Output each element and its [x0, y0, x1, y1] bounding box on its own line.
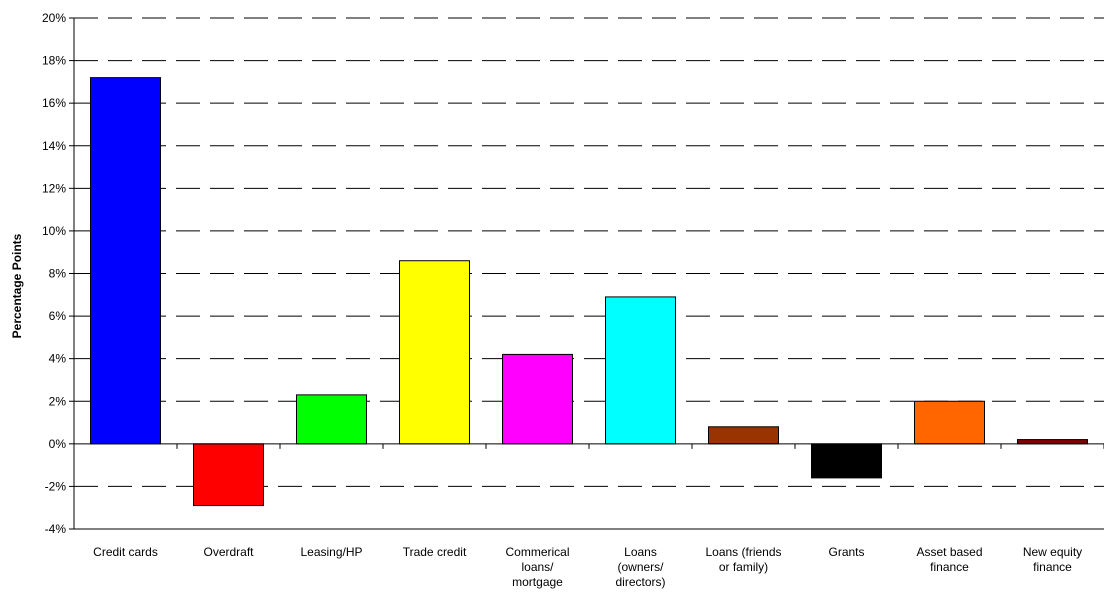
x-tick-label-line: Leasing/HP: [300, 545, 362, 559]
y-tick-label: 20%: [42, 11, 66, 25]
y-tick-label: 10%: [42, 224, 66, 238]
x-tick-label: Leasing/HP: [300, 545, 362, 559]
x-tick-label-line: Loans: [624, 545, 657, 559]
y-tick-label: 6%: [49, 309, 67, 323]
bar: [296, 394, 367, 445]
x-tick-label-line: or family): [719, 560, 768, 574]
x-tick-label: Loans (owners/directors): [615, 545, 665, 589]
y-tick-label: 12%: [42, 181, 66, 195]
x-tick-label-line: Loans (friends: [705, 545, 781, 559]
y-tick-label: 4%: [49, 352, 67, 366]
gridlines: [74, 17, 1104, 487]
x-tick-label-line: Trade credit: [403, 545, 467, 559]
x-tick-label-line: mortgage: [512, 575, 563, 589]
y-tick-label: 2%: [49, 394, 67, 408]
x-tick-label-line: Overdraft: [203, 545, 254, 559]
x-tick-label-line: Credit cards: [93, 545, 158, 559]
bar: [811, 443, 882, 479]
bar: [1017, 439, 1088, 445]
x-tick-label-line: Commerical: [505, 545, 569, 559]
y-tick-label: -4%: [45, 522, 67, 536]
x-tick-label: Credit cards: [93, 545, 158, 559]
x-tick-label: Loans (friends or family): [705, 545, 781, 574]
x-tick-label-line: loans/: [521, 560, 554, 574]
x-tick-label-line: New equity: [1023, 545, 1082, 559]
bar: [399, 260, 470, 445]
bar: [914, 400, 985, 445]
axes: [69, 17, 1104, 530]
bar: [605, 296, 676, 445]
y-axis-title: Percentage Points: [10, 233, 24, 338]
bar: [502, 353, 573, 445]
x-tick-label: Grants: [828, 545, 864, 559]
y-tick-label: -2%: [45, 479, 67, 493]
bar: [708, 426, 779, 445]
bar: [193, 443, 264, 507]
bars: [90, 77, 1088, 507]
x-tick-label: Overdraft: [203, 545, 254, 559]
x-tick-label-line: directors): [615, 575, 665, 589]
y-tick-label: 8%: [49, 267, 67, 281]
y-tick-label: 0%: [49, 437, 67, 451]
y-tick-label: 16%: [42, 96, 66, 110]
y-tick-label: 18%: [42, 54, 66, 68]
x-tick-label: Trade credit: [403, 545, 467, 559]
x-tick-labels: Credit cards Overdraft Leasing/HP Trade cre…: [93, 545, 1082, 589]
x-tick-label: New equity finance: [1023, 545, 1082, 574]
x-tick-label: Commerical loans/mortgage: [505, 545, 569, 589]
x-tick-label-line: finance: [1033, 560, 1072, 574]
y-tick-labels: -4% -2% 0% 2% 4% 6% 8% 10% 12% 14% 16% 18% 20%: [42, 11, 66, 536]
x-tick-label-line: Grants: [828, 545, 864, 559]
x-tick-label-line: finance: [930, 560, 969, 574]
x-tick-label: Asset based finance: [916, 545, 982, 574]
x-tick-label-line: Asset based: [916, 545, 982, 559]
x-tick-label-line: (owners/: [617, 560, 664, 574]
bar: [90, 77, 161, 445]
y-tick-label: 14%: [42, 139, 66, 153]
